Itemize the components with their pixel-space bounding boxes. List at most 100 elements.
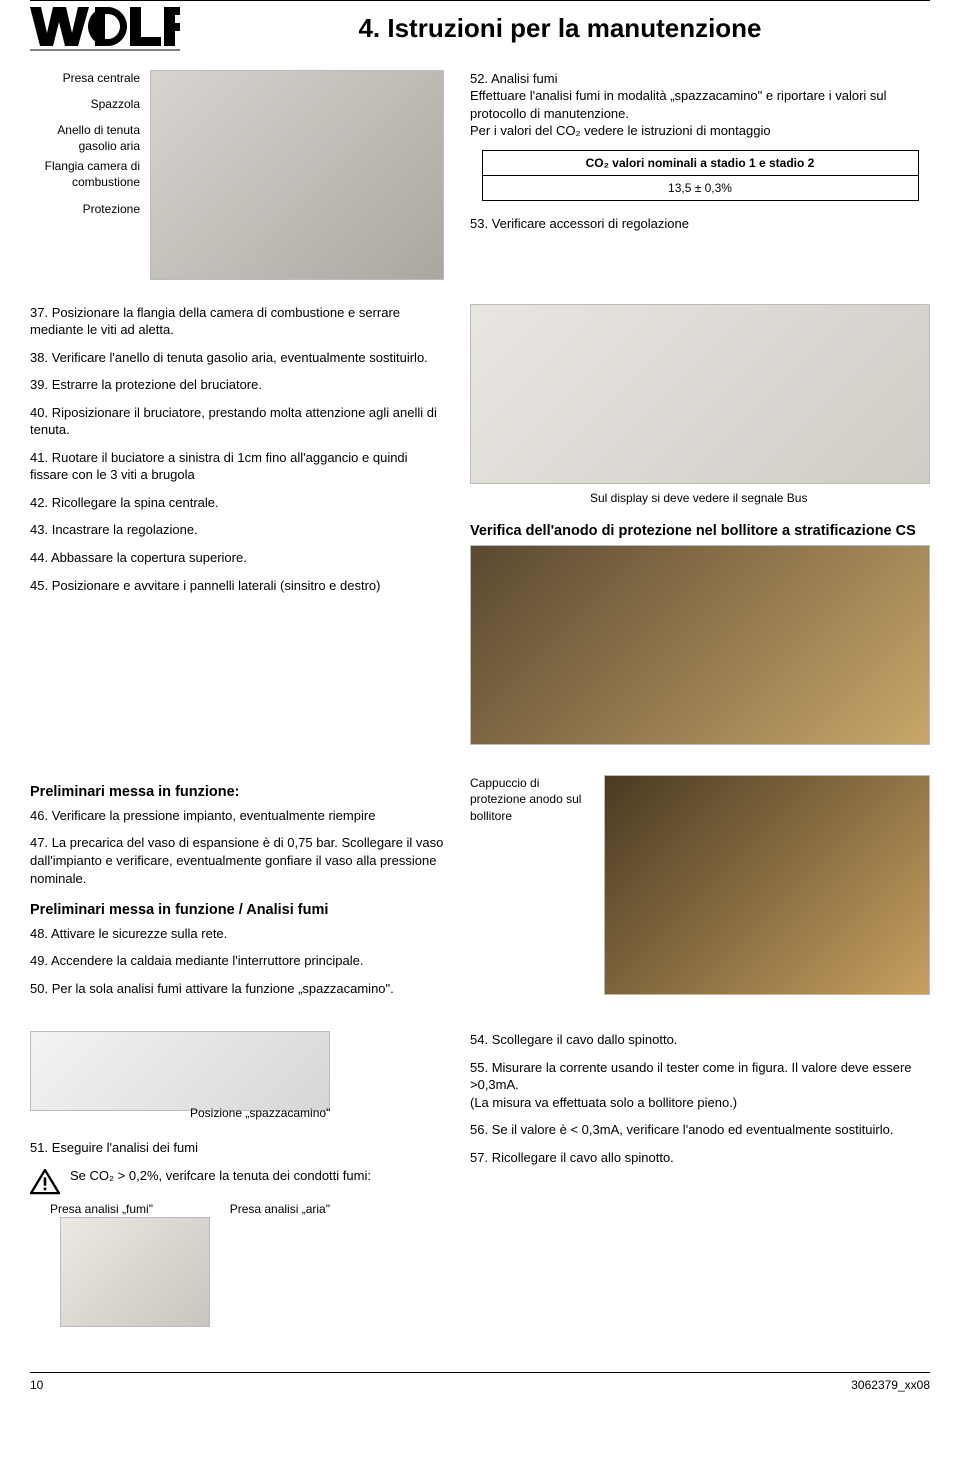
wolf-logo [30, 7, 180, 51]
step-44-text: Abbassare la copertura superiore. [51, 550, 247, 565]
page-number: 10 [30, 1377, 43, 1393]
anode-image-placeholder [470, 545, 930, 745]
socket-fumi-label: Presa analisi „fumi" [50, 1201, 153, 1217]
step-38: 38. Verificare l'anello di tenuta gasoli… [30, 349, 444, 367]
step-53-text: Verificare accessori di regolazione [492, 216, 689, 231]
display-image-placeholder [470, 304, 930, 484]
step-55-num: 55. [470, 1060, 488, 1075]
step-56: 56. Se il valore è < 0,3mA, verificare l… [470, 1121, 930, 1139]
anode-cap-label: Cappuccio di protezione anodo sul bollit… [470, 775, 590, 824]
page-footer: 10 3062379_xx08 [30, 1372, 930, 1393]
step-49-text: Accendere la caldaia mediante l'interrut… [51, 953, 364, 968]
step-46-text: Verificare la pressione impianto, eventu… [52, 808, 376, 823]
step-57: 57. Ricollegare il cavo allo spinotto. [470, 1149, 930, 1167]
anode-verification-heading: Verifica dell'anodo di protezione nel bo… [470, 522, 930, 542]
step-47: 47. La precarica del vaso di espansione … [30, 834, 444, 887]
step-46: 46. Verificare la pressione impianto, ev… [30, 807, 444, 825]
preliminari-heading-1: Preliminari messa in funzione: [30, 783, 444, 803]
socket-aria-label: Presa analisi „aria" [230, 1201, 330, 1217]
step-45: 45. Posizionare e avvitare i pannelli la… [30, 577, 444, 595]
burner-diagram: Presa centrale Spazzola Anello di tenuta… [30, 70, 444, 280]
label-anello-tenuta: Anello di tenuta gasolio aria [30, 122, 140, 154]
step-53: 53. Verificare accessori di regolazione [470, 215, 930, 233]
display-bus-caption: Sul display si deve vedere il segnale Bu… [590, 490, 930, 506]
step-39-num: 39. [30, 377, 48, 392]
step-42-text: Ricollegare la spina centrale. [52, 495, 219, 510]
steps-37-45: 37. Posizionare la flangia della camera … [30, 304, 444, 746]
step-54-num: 54. [470, 1032, 488, 1047]
step-46-num: 46. [30, 808, 48, 823]
page-header: 4. Istruzioni per la manutenzione [30, 0, 930, 56]
step-45-text: Posizionare e avvitare i pannelli latera… [52, 578, 381, 593]
step-55-text: Misurare la corrente usando il tester co… [470, 1060, 912, 1110]
step-38-text: Verificare l'anello di tenuta gasolio ar… [52, 350, 428, 365]
step-40: 40. Riposizionare il bruciatore, prestan… [30, 404, 444, 439]
label-protezione: Protezione [30, 201, 140, 217]
co2-warning-text: Se CO₂ > 0,2%, verifcare la tenuta dei c… [70, 1167, 371, 1185]
step-37-num: 37. [30, 305, 48, 320]
co2-values-table: CO₂ valori nominali a stadio 1 e stadio … [482, 150, 919, 201]
logo-wrap [30, 7, 190, 56]
step-49-num: 49. [30, 953, 48, 968]
step-43-num: 43. [30, 522, 48, 537]
label-presa-centrale: Presa centrale [30, 70, 140, 86]
step-55: 55. Misurare la corrente usando il teste… [470, 1059, 930, 1112]
step-52-num: 52. [470, 71, 488, 86]
step-40-text: Riposizionare il bruciatore, prestando m… [30, 405, 437, 438]
step-49: 49. Accendere la caldaia mediante l'inte… [30, 952, 444, 970]
step-48: 48. Attivare le sicurezze sulla rete. [30, 925, 444, 943]
step-50-num: 50. [30, 981, 48, 996]
label-flangia: Flangia camera di combustione [30, 158, 140, 190]
step-48-num: 48. [30, 926, 48, 941]
preliminari-heading-2: Preliminari messa in funzione / Analisi … [30, 901, 444, 921]
step-47-text: La precarica del vaso di espansione è di… [30, 835, 443, 885]
step-57-text: Ricollegare il cavo allo spinotto. [492, 1150, 674, 1165]
step-43: 43. Incastrare la regolazione. [30, 521, 444, 539]
step-41: 41. Ruotare il buciatore a sinistra di 1… [30, 449, 444, 484]
step-43-text: Incastrare la regolazione. [52, 522, 198, 537]
co2-warning-row: Se CO₂ > 0,2%, verifcare la tenuta dei c… [30, 1167, 444, 1195]
co2-table-header: CO₂ valori nominali a stadio 1 e stadio … [482, 150, 918, 175]
warning-icon [30, 1169, 60, 1195]
step-42: 42. Ricollegare la spina centrale. [30, 494, 444, 512]
step-51: 51. Eseguire l'analisi dei fumi [30, 1139, 444, 1157]
burner-image-placeholder [150, 70, 444, 280]
step-53-num: 53. [470, 216, 488, 231]
step-42-num: 42. [30, 495, 48, 510]
step-44: 44. Abbassare la copertura superiore. [30, 549, 444, 567]
step-39-text: Estrarre la protezione del bruciatore. [52, 377, 262, 392]
co2-table-value: 13,5 ± 0,3% [482, 175, 918, 200]
step-52-heading: Analisi fumi [491, 71, 557, 86]
step-45-num: 45. [30, 578, 48, 593]
step-57-num: 57. [470, 1150, 488, 1165]
socket-image-placeholder [60, 1217, 210, 1327]
step-54: 54. Scollegare il cavo dallo spinotto. [470, 1031, 930, 1049]
step-52-text: Effettuare l'analisi fumi in modalità „s… [470, 88, 887, 138]
step-48-text: Attivare le sicurezze sulla rete. [51, 926, 227, 941]
step-50: 50. Per la sola analisi fumi attivare la… [30, 980, 444, 998]
step-41-text: Ruotare il buciatore a sinistra di 1cm f… [30, 450, 408, 483]
dials-image-placeholder [30, 1031, 330, 1111]
step-51-num: 51. [30, 1140, 48, 1155]
step-50-text: Per la sola analisi fumi attivare la fun… [52, 981, 394, 996]
step-51-text: Eseguire l'analisi dei fumi [52, 1140, 198, 1155]
step-38-num: 38. [30, 350, 48, 365]
step-44-num: 44. [30, 550, 48, 565]
page-title: 4. Istruzioni per la manutenzione [190, 11, 930, 46]
step-54-text: Scollegare il cavo dallo spinotto. [492, 1032, 678, 1047]
step-52: 52. Analisi fumi Effettuare l'analisi fu… [470, 70, 930, 140]
dial-spazzacamino-caption: Posizione „spazzacamino" [190, 1105, 330, 1121]
step-40-num: 40. [30, 405, 48, 420]
burner-labels: Presa centrale Spazzola Anello di tenuta… [30, 70, 140, 280]
document-code: 3062379_xx08 [851, 1377, 930, 1393]
step-39: 39. Estrarre la protezione del bruciator… [30, 376, 444, 394]
steps-54-57: 54. Scollegare il cavo dallo spinotto. 5… [470, 1031, 930, 1331]
tester-image-placeholder [604, 775, 930, 995]
step-47-num: 47. [30, 835, 48, 850]
step-37: 37. Posizionare la flangia della camera … [30, 304, 444, 339]
label-spazzola: Spazzola [30, 96, 140, 112]
step-56-num: 56. [470, 1122, 488, 1137]
step-41-num: 41. [30, 450, 48, 465]
step-37-text: Posizionare la flangia della camera di c… [30, 305, 400, 338]
step-56-text: Se il valore è < 0,3mA, verificare l'ano… [492, 1122, 894, 1137]
